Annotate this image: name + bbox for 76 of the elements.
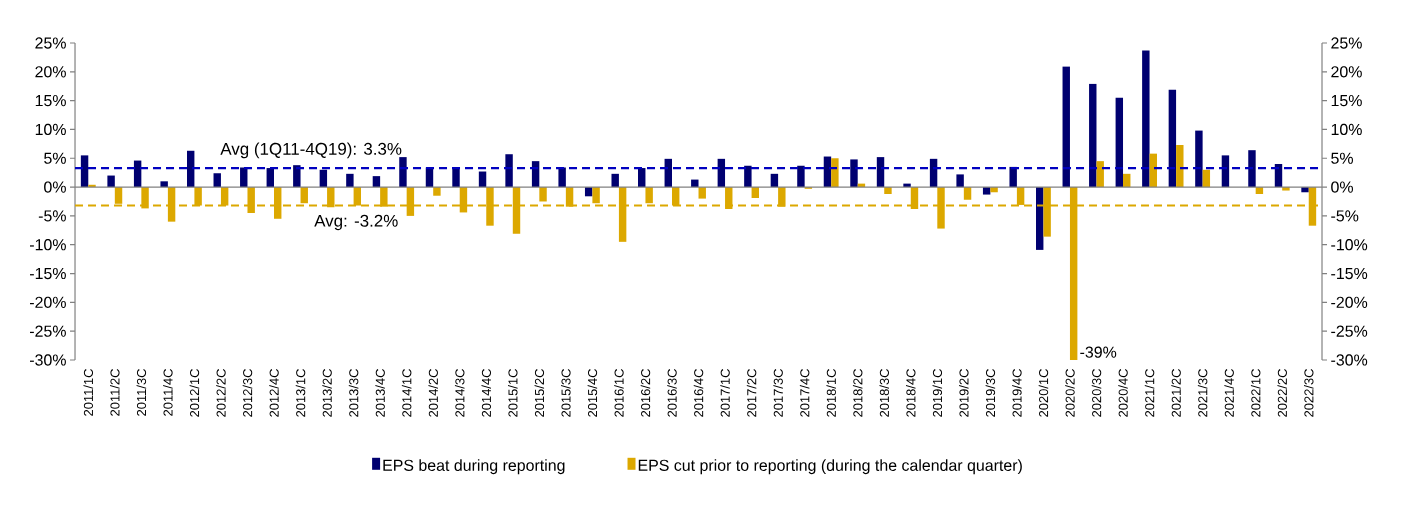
x-tick-label: 2019/2C [959, 369, 969, 417]
x-tick-label: 2017/2C [746, 369, 757, 417]
y2-tick-label: 15% [1331, 95, 1362, 107]
x-tick-label: 2018/1C [826, 369, 836, 417]
y2-tick-label: -10% [1331, 239, 1368, 251]
ref-line-label: Avg (1Q11-4Q19): 3.3% [220, 142, 402, 159]
x-tick-label: 2011/4C [163, 369, 173, 416]
x-tick-label: 2016/1C [614, 369, 624, 417]
y2-tick-label: -25% [1331, 325, 1368, 337]
annotation: -39% [1080, 346, 1117, 358]
x-tick-label: 2012/1C [189, 369, 200, 417]
x-tick-label: 2012/3C [242, 369, 253, 417]
x-tick-label: 2011/3C [136, 369, 147, 416]
y2-tick-label: 25% [1331, 37, 1362, 49]
x-tick-label: 2021/3C [1197, 369, 1208, 417]
x-tick-label: 2011/1C [83, 369, 94, 416]
x-tick-label: 2016/2C [640, 369, 651, 417]
x-tick-label: 2020/1C [1038, 369, 1049, 417]
x-tick-label: 2016/4C [693, 369, 704, 417]
x-tick-label: 2021/4C [1224, 369, 1234, 417]
y-tick-label: 0% [44, 181, 66, 193]
x-tick-label: 2017/3C [773, 369, 783, 417]
x-tick-label: 2012/2C [216, 369, 226, 417]
x-tick-label: 2013/1C [295, 369, 306, 417]
y2-tick-label: -30% [1331, 354, 1368, 366]
y-tick-label: -10% [29, 239, 66, 251]
x-tick-label: 2020/3C [1091, 369, 1102, 417]
legend-label: EPS beat during reporting [383, 459, 565, 475]
x-tick-label: 2022/1C [1250, 369, 1261, 417]
y-tick-label: -30% [29, 354, 66, 366]
y2-tick-label: -5% [1331, 210, 1359, 222]
x-tick-label: 2015/2C [534, 369, 545, 417]
x-tick-label: 2020/2C [1065, 369, 1075, 417]
y-tick-label: 25% [35, 37, 66, 49]
y2-tick-label: 5% [1331, 152, 1353, 164]
y2-tick-label: -20% [1331, 296, 1368, 308]
legend-label: EPS cut prior to reporting (during the calendar quarter) [638, 459, 1022, 475]
x-tick-label: 2014/4C [481, 369, 492, 417]
x-tick-label: 2012/4C [269, 369, 279, 417]
y2-tick-label: 0% [1331, 181, 1353, 193]
x-tick-label: 2011/2C [110, 369, 120, 416]
x-tick-label: 2021/2C [1171, 369, 1181, 417]
x-tick-label: 2014/3C [454, 369, 465, 417]
x-tick-label: 2014/1C [401, 369, 412, 417]
x-tick-label: 2019/1C [932, 369, 943, 417]
y-tick-label: 5% [44, 152, 66, 164]
x-tick-label: 2015/4C [587, 369, 598, 417]
y-tick-label: -5% [38, 210, 66, 222]
ref-line-label: Avg: -3.2% [314, 214, 398, 231]
x-tick-label: 2015/3C [561, 369, 571, 417]
x-tick-label: 2019/4C [1012, 369, 1022, 417]
x-tick-label: 2020/4C [1118, 369, 1128, 417]
x-tick-label: 2013/3C [348, 369, 359, 417]
y2-tick-label: 10% [1331, 123, 1362, 136]
x-tick-label: 2017/1C [720, 369, 730, 417]
x-tick-label: 2013/4C [375, 369, 385, 417]
x-tick-label: 2022/2C [1277, 369, 1287, 417]
y-tick-label: -25% [29, 325, 66, 337]
y-tick-label: 15% [35, 95, 66, 107]
y2-tick-label: 20% [1331, 66, 1362, 78]
x-tick-label: 2013/2C [322, 369, 332, 417]
x-tick-label: 2018/2C [852, 369, 863, 417]
x-tick-label: 2022/3C [1303, 369, 1314, 417]
x-tick-label: 2016/3C [667, 369, 677, 417]
y2-tick-label: -15% [1331, 267, 1368, 280]
x-tick-label: 2019/3C [985, 369, 996, 417]
y-tick-label: 20% [35, 66, 66, 78]
y-tick-label: -20% [29, 296, 66, 308]
x-tick-label: 2017/4C [799, 369, 810, 417]
x-tick-label: 2018/4C [906, 369, 916, 417]
x-tick-label: 2021/1C [1144, 369, 1155, 417]
x-tick-label: 2014/2C [428, 369, 438, 417]
y-tick-label: 10% [35, 123, 66, 136]
x-tick-label: 2018/3C [879, 369, 889, 417]
y-tick-label: -15% [29, 267, 66, 280]
x-tick-label: 2015/1C [508, 369, 518, 417]
